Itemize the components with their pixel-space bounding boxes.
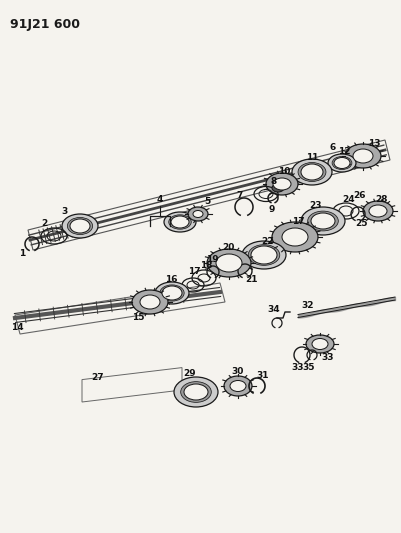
Text: 29: 29 — [184, 369, 196, 378]
Text: 35: 35 — [303, 364, 315, 373]
Text: 12: 12 — [338, 147, 350, 156]
Text: 14: 14 — [11, 324, 23, 333]
Text: 17: 17 — [292, 216, 304, 225]
Text: 33: 33 — [292, 364, 304, 373]
Ellipse shape — [174, 377, 218, 407]
Ellipse shape — [332, 157, 352, 169]
Text: 21: 21 — [245, 276, 257, 285]
Ellipse shape — [273, 178, 291, 190]
Ellipse shape — [363, 201, 393, 221]
Ellipse shape — [207, 249, 251, 277]
Ellipse shape — [67, 217, 93, 235]
Ellipse shape — [248, 245, 280, 265]
Text: 16: 16 — [165, 274, 177, 284]
Ellipse shape — [292, 159, 332, 185]
Ellipse shape — [272, 222, 318, 252]
Text: 10: 10 — [278, 166, 290, 175]
Text: 7: 7 — [237, 190, 243, 199]
Ellipse shape — [164, 212, 196, 232]
Text: 5: 5 — [204, 197, 210, 206]
Text: 91J21 600: 91J21 600 — [10, 18, 80, 31]
Text: 30: 30 — [232, 367, 244, 376]
Ellipse shape — [193, 211, 203, 217]
Text: 27: 27 — [92, 374, 104, 383]
Ellipse shape — [328, 154, 356, 172]
Ellipse shape — [308, 211, 338, 231]
Ellipse shape — [162, 286, 182, 300]
Ellipse shape — [181, 382, 211, 402]
Ellipse shape — [334, 157, 350, 168]
Text: 1: 1 — [19, 249, 25, 259]
Ellipse shape — [353, 149, 373, 163]
Ellipse shape — [160, 285, 184, 301]
Text: 2: 2 — [41, 220, 47, 229]
Ellipse shape — [251, 246, 277, 264]
Text: 34: 34 — [268, 305, 280, 314]
Text: 26: 26 — [354, 191, 366, 200]
Ellipse shape — [184, 384, 208, 400]
Text: 18: 18 — [200, 262, 212, 271]
Text: 6: 6 — [330, 143, 336, 152]
Ellipse shape — [224, 376, 252, 396]
Text: 19: 19 — [206, 255, 218, 264]
Text: 3: 3 — [61, 207, 67, 216]
Ellipse shape — [230, 381, 246, 392]
Text: 13: 13 — [368, 139, 380, 148]
Ellipse shape — [171, 216, 189, 228]
Ellipse shape — [345, 144, 381, 168]
Ellipse shape — [155, 282, 189, 304]
Ellipse shape — [306, 335, 334, 353]
Ellipse shape — [62, 214, 98, 238]
Ellipse shape — [282, 228, 308, 246]
Text: 11: 11 — [306, 152, 318, 161]
Text: 25: 25 — [356, 220, 368, 229]
Text: 28: 28 — [376, 195, 388, 204]
Ellipse shape — [132, 290, 168, 314]
Ellipse shape — [312, 338, 328, 350]
Text: 15: 15 — [132, 312, 144, 321]
Text: 4: 4 — [157, 195, 163, 204]
Ellipse shape — [298, 163, 326, 181]
Text: 8: 8 — [271, 176, 277, 185]
Ellipse shape — [216, 254, 242, 272]
Ellipse shape — [272, 184, 284, 192]
Text: 24: 24 — [343, 195, 355, 204]
Ellipse shape — [266, 173, 298, 195]
Text: 33: 33 — [322, 352, 334, 361]
Ellipse shape — [369, 205, 387, 217]
Ellipse shape — [311, 213, 335, 229]
Ellipse shape — [301, 164, 323, 180]
Text: 31: 31 — [257, 370, 269, 379]
Text: 20: 20 — [222, 243, 234, 252]
Ellipse shape — [169, 215, 191, 229]
Text: 22: 22 — [261, 237, 273, 246]
Ellipse shape — [242, 241, 286, 269]
Ellipse shape — [70, 219, 90, 233]
Text: 23: 23 — [309, 201, 321, 211]
Ellipse shape — [188, 207, 208, 221]
Text: 32: 32 — [302, 301, 314, 310]
Text: 17: 17 — [188, 268, 200, 277]
Ellipse shape — [301, 207, 345, 235]
Ellipse shape — [140, 295, 160, 309]
Text: 9: 9 — [269, 205, 275, 214]
